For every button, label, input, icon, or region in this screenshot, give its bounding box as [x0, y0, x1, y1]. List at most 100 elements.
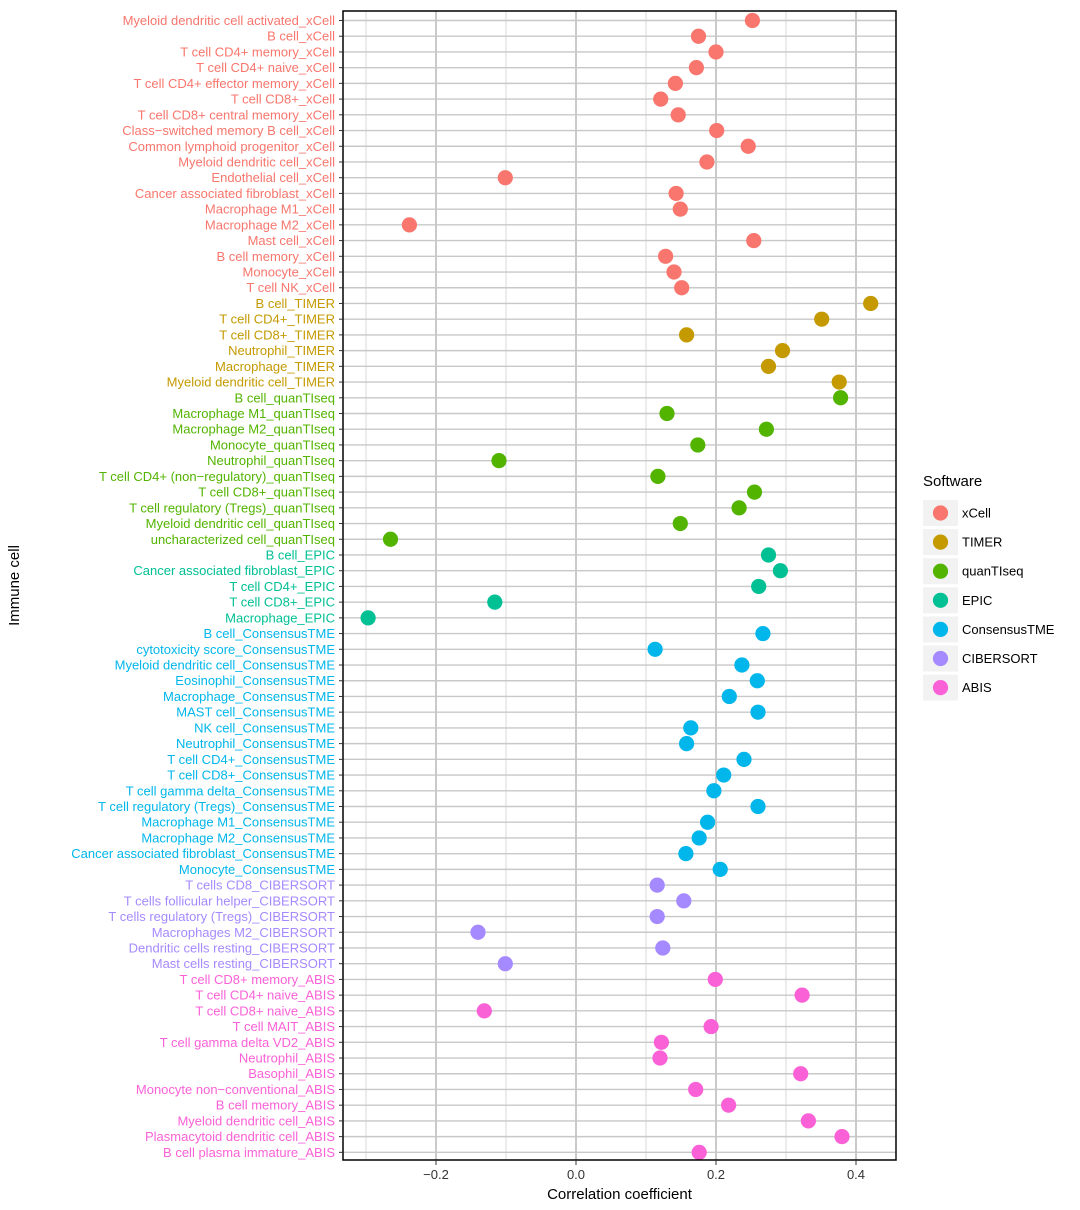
data-point	[690, 437, 706, 453]
y-tick-label: T cell CD8+_xCell	[231, 92, 335, 107]
y-tick-label: T cell CD4+_EPIC	[229, 579, 335, 594]
data-point	[716, 767, 732, 783]
data-point	[794, 987, 810, 1003]
data-point	[755, 625, 771, 642]
y-tick-label: Macrophage_EPIC	[225, 610, 335, 625]
y-tick-label: T cell CD8+_TIMER	[219, 327, 335, 342]
data-point	[382, 531, 399, 547]
data-point	[658, 248, 674, 264]
y-tick-label: B cell memory_xCell	[217, 249, 336, 264]
data-point	[652, 1050, 668, 1066]
y-axis-title: Immune cell	[6, 545, 23, 626]
y-tick-label: B cell_EPIC	[266, 547, 335, 562]
y-tick-label: Basophil_ABIS	[248, 1066, 335, 1081]
x-axis-title: Correlation coefficient	[547, 1186, 693, 1203]
data-point	[863, 295, 879, 312]
y-tick-label: T cells CD8_CIBERSORT	[185, 878, 335, 893]
data-point	[750, 798, 766, 815]
legend-key-abis	[932, 680, 949, 696]
y-tick-label: Monocyte_ConsensusTME	[179, 862, 335, 877]
y-tick-label: Myeloid dendritic cell_ABIS	[177, 1113, 335, 1128]
legend-key-timer	[932, 534, 949, 550]
data-point	[674, 280, 690, 296]
data-point	[360, 610, 376, 626]
data-point	[647, 641, 663, 657]
y-tick-label: T cell CD8+ central memory_xCell	[138, 107, 335, 122]
legend-label: ABIS	[962, 680, 992, 695]
legend-label: ConsensusTME	[962, 622, 1055, 637]
y-tick-label: Monocyte_quanTIseq	[210, 437, 335, 452]
y-tick-label: Macrophage_TIMER	[215, 359, 335, 374]
data-point	[734, 657, 750, 673]
data-point	[649, 877, 665, 893]
y-ticks	[339, 20, 343, 1153]
y-tick-label: Macrophage M1_ConsensusTME	[141, 815, 335, 830]
legend-label: quanTIseq	[962, 564, 1023, 579]
legend-key-epic	[932, 592, 949, 608]
x-tick-label: 0.2	[707, 1167, 725, 1182]
data-point	[814, 311, 830, 327]
y-tick-label: Cancer associated fibroblast_ConsensusTM…	[71, 846, 335, 861]
y-tick-label: uncharacterized cell_quanTIseq	[151, 532, 335, 547]
data-point	[831, 374, 847, 390]
y-tick-label: T cell CD4+ memory_xCell	[180, 44, 335, 59]
legend-label: xCell	[962, 506, 991, 521]
data-point	[476, 1003, 492, 1019]
data-point	[746, 232, 762, 249]
data-point	[659, 405, 675, 422]
data-point	[758, 421, 775, 437]
x-tick-label: −0.2	[423, 1167, 449, 1182]
y-tick-label: Neutrophil_ABIS	[239, 1051, 335, 1066]
legend-label: CIBERSORT	[962, 651, 1038, 666]
y-tick-label: T cell CD8+ naive_ABIS	[195, 1003, 335, 1018]
data-point	[750, 704, 766, 720]
y-tick-label: T cell CD8+_EPIC	[229, 595, 335, 610]
data-point	[744, 12, 761, 29]
data-point	[749, 673, 765, 689]
y-tick-label: B cell_quanTIseq	[235, 390, 335, 405]
y-tick-label: T cell CD4+ naive_xCell	[196, 60, 335, 75]
x-ticks: −0.2 0.0 0.2 0.4	[423, 1160, 865, 1182]
data-point	[668, 185, 684, 202]
legend-key-xcell	[932, 505, 949, 521]
y-tick-label: Class−switched memory B cell_xCell	[122, 123, 335, 138]
data-point	[676, 893, 692, 909]
y-tick-label: T cell CD8+_quanTIseq	[198, 485, 335, 500]
data-point	[491, 453, 507, 469]
data-point	[760, 547, 777, 563]
y-tick-label: Common lymphoid progenitor_xCell	[128, 139, 335, 154]
y-tick-label: cytotoxicity score_ConsensusTME	[136, 642, 335, 657]
y-tick-label: Eosinophil_ConsensusTME	[175, 673, 335, 688]
data-point	[653, 1034, 670, 1050]
y-tick-label: Macrophage M2_quanTIseq	[172, 422, 335, 437]
data-point	[712, 861, 728, 877]
y-tick-label: Neutrophil_ConsensusTME	[176, 736, 335, 751]
y-tick-label: B cell memory_ABIS	[216, 1098, 336, 1113]
data-points	[360, 12, 879, 1160]
y-tick-label: Monocyte non−conventional_ABIS	[136, 1082, 335, 1097]
legend-key-cibersort	[932, 650, 949, 667]
data-point	[470, 924, 486, 940]
y-tick-label: T cell CD4+_ConsensusTME	[167, 752, 335, 767]
data-point	[709, 122, 725, 139]
y-tick-label: T cell MAIT_ABIS	[233, 1019, 336, 1034]
y-tick-label: Myeloid dendritic cell_ConsensusTME	[115, 658, 336, 673]
y-tick-label: Monocyte_xCell	[243, 265, 336, 280]
y-tick-label: T cell gamma delta_ConsensusTME	[126, 783, 336, 798]
legend-key-quantiseq	[932, 563, 949, 579]
y-tick-labels: Myeloid dendritic cell activated_xCellB …	[71, 13, 335, 1160]
data-point	[497, 956, 513, 972]
data-point	[487, 594, 503, 610]
y-tick-label: B cell_TIMER	[256, 296, 335, 311]
grid-lines	[343, 11, 896, 1160]
y-tick-label: T cells regulatory (Tregs)_CIBERSORT	[108, 909, 335, 924]
data-point	[672, 515, 688, 532]
y-tick-label: T cell CD8+_ConsensusTME	[167, 768, 335, 783]
y-tick-label: Neutrophil_quanTIseq	[207, 453, 335, 468]
data-point	[833, 390, 849, 406]
y-tick-label: Macrophage M2_ConsensusTME	[141, 830, 335, 845]
data-point	[497, 170, 513, 186]
y-tick-label: B cell_ConsensusTME	[204, 626, 336, 641]
data-point	[760, 358, 777, 374]
